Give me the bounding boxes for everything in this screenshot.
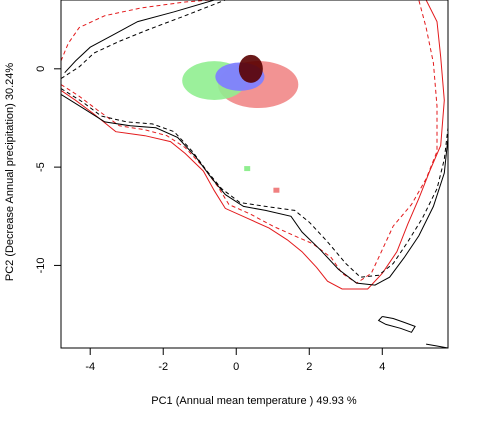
x-tick-label: -4 bbox=[85, 361, 95, 373]
y-tick-label: 0 bbox=[35, 66, 47, 72]
x-tick-label: -2 bbox=[158, 361, 168, 373]
contour-lines-layer bbox=[61, 0, 448, 348]
x-tick-label: 4 bbox=[379, 361, 385, 373]
x-axis: -4 -2 0 2 4 bbox=[85, 348, 385, 373]
y-tick-label: -5 bbox=[35, 162, 47, 172]
contour-line-2 bbox=[61, 0, 438, 284]
contour-line-3 bbox=[64, 0, 215, 74]
cell-10 bbox=[244, 166, 251, 172]
contour-line-6 bbox=[61, 88, 448, 278]
contour-line-4 bbox=[61, 93, 448, 286]
y-axis-title: PC2 (Decrease Annual precipitation) 30.2… bbox=[4, 63, 16, 282]
cell-9 bbox=[273, 187, 280, 193]
x-tick-label: 2 bbox=[306, 361, 312, 373]
contour-line-0 bbox=[61, 0, 445, 290]
niche-a-peak-density bbox=[238, 54, 263, 83]
x-axis-title: PC1 (Annual mean temperature ) 49.93 % bbox=[151, 395, 357, 407]
density-layer bbox=[182, 54, 299, 109]
contour-line-5 bbox=[61, 0, 226, 80]
y-tick-label: -10 bbox=[35, 257, 47, 273]
y-axis: 0 -5 -10 bbox=[35, 66, 61, 273]
contour-line-1 bbox=[61, 0, 211, 62]
contour-line-7 bbox=[377, 316, 416, 333]
x-tick-label: 0 bbox=[233, 361, 239, 373]
plot-frame bbox=[60, 0, 449, 349]
contour-line-8 bbox=[426, 343, 448, 348]
